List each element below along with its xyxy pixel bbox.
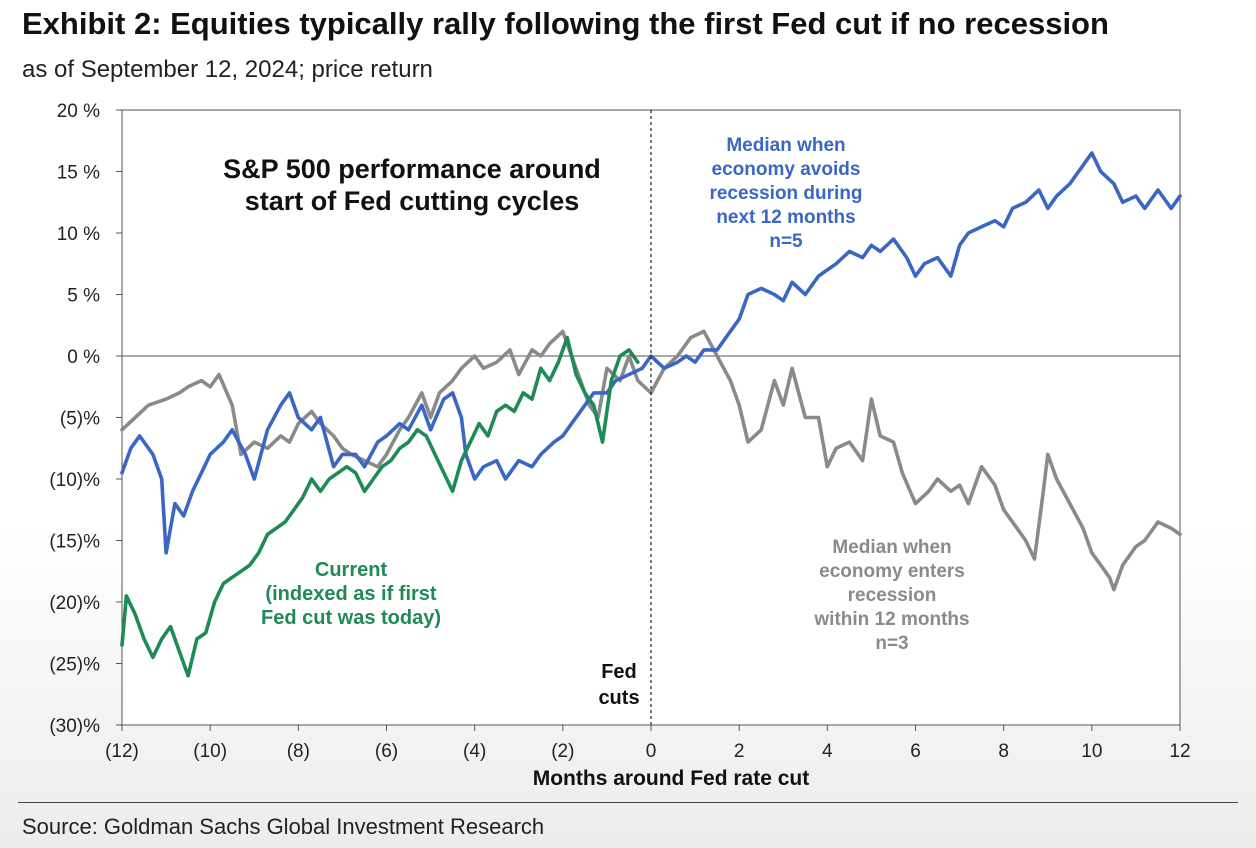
- chart-title: S&P 500 performance around: [223, 154, 601, 184]
- y-tick-label: 10 %: [57, 224, 100, 245]
- exhibit-title: Exhibit 2: Equities typically rally foll…: [22, 6, 1109, 41]
- x-tick-label: (6): [375, 741, 398, 762]
- x-tick-label: 6: [910, 741, 921, 762]
- series-label-recession: Median when: [832, 537, 951, 558]
- y-axis: 20 % 15 % 10 % 5 % 0 % (5)% (10)% (15)% (20)% (25…: [49, 101, 122, 737]
- series-label-current: Current: [315, 559, 388, 581]
- y-tick-label: (15)%: [49, 532, 100, 553]
- series-label-no-recession: recession during: [709, 183, 862, 204]
- series-label-recession: economy enters: [819, 561, 965, 582]
- series-label-no-recession: Median when: [726, 135, 845, 156]
- x-tick-label: 2: [734, 741, 745, 762]
- chart-title: start of Fed cutting cycles: [245, 186, 580, 216]
- x-tick-label: 10: [1081, 741, 1102, 762]
- y-tick-label: (20)%: [49, 593, 100, 614]
- fed-cut-label: cuts: [598, 687, 639, 709]
- series-label-no-recession: next 12 months: [716, 207, 855, 228]
- x-tick-label: (12): [105, 741, 139, 762]
- y-tick-label: 5 %: [67, 286, 100, 307]
- x-tick-label: 0: [646, 741, 657, 762]
- x-tick-label: 4: [822, 741, 833, 762]
- x-tick-label: (2): [551, 741, 574, 762]
- series-line-no-recession: [120, 151, 1182, 555]
- series-label-current: Fed cut was today): [261, 607, 441, 629]
- x-tick-label: (8): [287, 741, 310, 762]
- y-tick-label: (25)%: [49, 655, 100, 676]
- x-tick-label: 8: [998, 741, 1009, 762]
- y-tick-label: 20 %: [57, 101, 100, 122]
- series-label-recession: within 12 months: [813, 609, 969, 630]
- y-tick-label: (10)%: [49, 470, 100, 491]
- y-tick-label: (5)%: [60, 409, 100, 430]
- series-label-no-recession: economy avoids: [712, 159, 861, 180]
- y-tick-label: 15 %: [57, 163, 100, 184]
- source-note: Source: Goldman Sachs Global Investment …: [22, 814, 545, 839]
- series-label-no-recession: n=5: [769, 231, 803, 252]
- series-label-current: (indexed as if first: [265, 583, 436, 605]
- fed-cut-label: Fed: [601, 661, 637, 683]
- x-tick-label: (4): [463, 741, 486, 762]
- footer-divider: [18, 802, 1238, 803]
- y-tick-label: (30)%: [49, 716, 100, 737]
- series-label-recession: recession: [848, 585, 937, 606]
- x-tick-label: 12: [1169, 741, 1190, 762]
- series-line-recession: [120, 329, 1182, 592]
- x-axis: (12) (10) (8) (6) (4) (2) 0 2 4 6 8 10 12 Months arou…: [105, 725, 1191, 790]
- series-layer: [120, 151, 1182, 678]
- x-axis-label: Months around Fed rate cut: [533, 767, 810, 790]
- x-tick-label: (10): [193, 741, 227, 762]
- exhibit-subtitle: as of September 12, 2024; price return: [22, 56, 433, 83]
- series-line-current: [120, 335, 640, 678]
- series-label-recession: n=3: [875, 633, 908, 654]
- y-tick-label: 0 %: [67, 347, 100, 368]
